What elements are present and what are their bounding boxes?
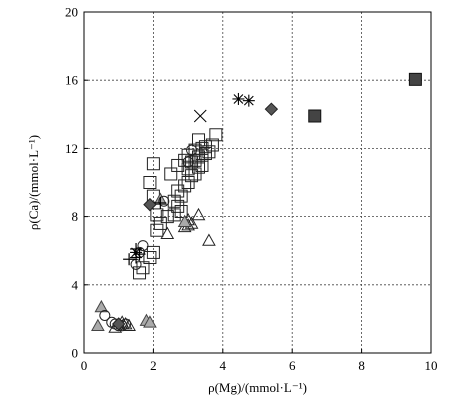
data-point-open-square xyxy=(192,133,206,147)
data-point-filled-diamond xyxy=(143,197,157,212)
x-tick-label: 10 xyxy=(425,358,438,373)
data-point-open-square xyxy=(160,210,174,224)
data-point-open-circle xyxy=(186,144,198,156)
data-point-open-square xyxy=(164,167,178,181)
data-point-open-square xyxy=(178,179,192,193)
data-point-open-square xyxy=(143,251,157,265)
data-point-open-square xyxy=(198,147,212,161)
data-point-open-square xyxy=(133,266,147,280)
data-point-open-square xyxy=(171,158,185,172)
data-point-asterisk xyxy=(242,94,255,107)
plot-area-frame xyxy=(83,11,432,354)
data-point-open-square xyxy=(153,216,167,230)
data-point-open-square xyxy=(198,140,212,154)
x-tick-label: 2 xyxy=(150,358,157,373)
data-point-open-square xyxy=(174,189,188,203)
data-point-open-triangle xyxy=(160,226,175,239)
y-tick-label: 4 xyxy=(72,277,79,292)
data-point-asterisk xyxy=(232,92,245,105)
data-point-filled-square xyxy=(408,72,422,86)
data-point-plus xyxy=(154,196,167,209)
y-tick-label: 16 xyxy=(65,73,79,88)
data-point-cross xyxy=(193,109,207,123)
data-point-open-square xyxy=(181,176,195,189)
y-tick-label: 0 xyxy=(72,346,79,361)
data-points xyxy=(91,72,422,333)
grid-lines xyxy=(84,12,431,353)
x-tick-label: 4 xyxy=(220,358,227,373)
y-tick-label: 20 xyxy=(65,5,78,20)
data-point-open-square xyxy=(136,261,150,275)
data-point-open-square xyxy=(143,176,157,189)
data-point-open-square xyxy=(150,208,164,222)
data-point-asterisk xyxy=(130,246,143,259)
data-point-open-square xyxy=(178,153,192,167)
data-point-open-square xyxy=(174,204,188,218)
data-point-open-square xyxy=(192,150,206,164)
data-point-open-square xyxy=(185,169,199,183)
data-point-plus xyxy=(123,253,136,266)
data-point-open-circle xyxy=(158,195,170,207)
data-point-open-square xyxy=(205,138,219,152)
x-tick-label: 8 xyxy=(358,358,365,373)
data-point-open-square xyxy=(146,245,160,259)
data-point-open-square xyxy=(188,143,202,157)
data-point-open-circle xyxy=(182,156,194,168)
data-point-open-triangle xyxy=(202,233,216,246)
x-axis-label: ρ(Mg)/(mmol·L⁻¹) xyxy=(208,380,307,395)
data-point-gray-triangle xyxy=(143,315,157,328)
axis-ticks: 0 2 4 6 8 10 0 4 8 12 16 20 xyxy=(65,5,438,374)
data-point-open-square xyxy=(181,162,195,176)
data-point-open-triangle xyxy=(122,318,136,332)
data-point-open-circle xyxy=(99,309,111,321)
data-point-gray-triangle xyxy=(177,214,192,228)
x-tick-label: 0 xyxy=(81,358,88,373)
data-point-filled-square xyxy=(308,109,322,123)
data-point-open-square xyxy=(167,208,181,222)
data-point-open-circle xyxy=(137,240,149,252)
data-point-open-square xyxy=(171,199,185,213)
y-axis-label: ρ(Ca)/(mmol·L⁻¹) xyxy=(26,135,41,230)
data-point-open-square xyxy=(181,148,195,162)
data-point-open-square xyxy=(167,194,181,208)
data-point-open-square xyxy=(209,128,223,142)
data-point-open-triangle xyxy=(191,207,206,221)
data-point-filled-diamond xyxy=(111,317,126,331)
x-tick-label: 6 xyxy=(289,358,296,373)
data-point-filled-diamond xyxy=(264,102,279,116)
y-tick-label: 8 xyxy=(72,209,79,224)
data-point-open-square xyxy=(150,223,164,237)
data-point-open-square xyxy=(146,157,160,171)
data-point-open-square xyxy=(202,145,216,159)
data-point-open-square xyxy=(195,148,209,162)
data-point-open-square xyxy=(171,184,185,198)
y-tick-label: 12 xyxy=(65,141,78,156)
data-point-gray-triangle xyxy=(91,318,105,332)
